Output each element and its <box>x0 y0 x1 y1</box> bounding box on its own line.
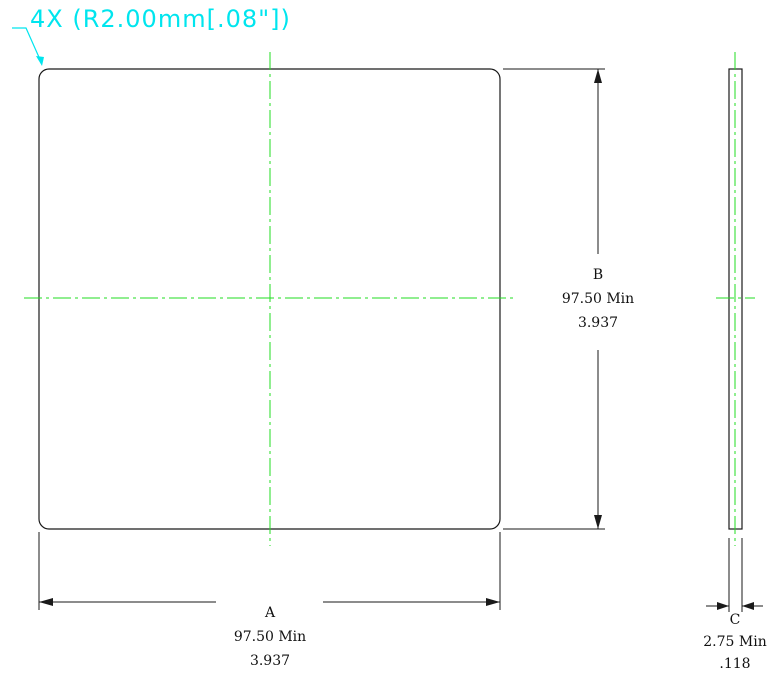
dim-a-arrow-left <box>39 598 53 606</box>
dim-a-arrow-right <box>486 598 500 606</box>
dimension-c: C 2.75 Min .118 <box>703 538 767 672</box>
dimension-a: A 97.50 Min 3.937 <box>38 532 501 669</box>
dim-b-arrow-top <box>594 69 602 83</box>
corner-radius-text: 4X (R2.00mm[.08"]) <box>30 5 291 33</box>
dim-c-letter: C <box>730 612 741 628</box>
dim-a-inch: 3.937 <box>250 653 290 669</box>
dim-b-letter: B <box>593 267 603 283</box>
dimension-b: B 97.50 Min 3.937 <box>503 68 634 530</box>
dim-c-inch: .118 <box>719 656 750 672</box>
dim-c-arrow-right <box>742 602 754 610</box>
dim-b-inch: 3.937 <box>578 315 618 331</box>
corner-radius-note: 4X (R2.00mm[.08"]) <box>12 5 291 66</box>
note-leader-arrowhead <box>36 56 44 66</box>
note-leader-line <box>12 27 43 65</box>
dim-b-arrow-bottom <box>594 515 602 529</box>
dim-c-arrow-left <box>717 602 729 610</box>
dim-a-letter: A <box>264 605 276 621</box>
dim-b-value: 97.50 Min <box>562 291 634 307</box>
dim-c-value: 2.75 Min <box>703 634 766 650</box>
dim-a-value: 97.50 Min <box>234 629 306 645</box>
